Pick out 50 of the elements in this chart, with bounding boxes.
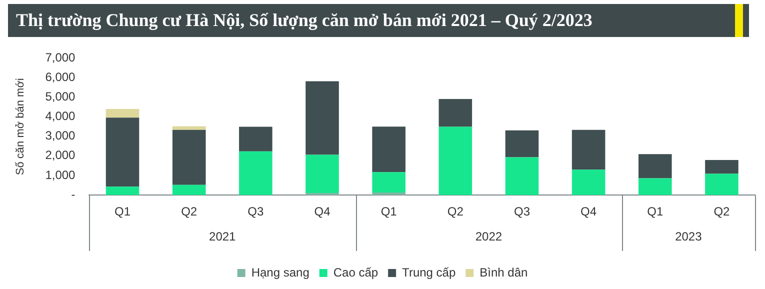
y-tick-label: - bbox=[71, 187, 76, 202]
x-tick-label: Q1 bbox=[114, 204, 131, 219]
text: 2021 bbox=[209, 229, 236, 244]
bar bbox=[306, 81, 339, 155]
bar bbox=[638, 178, 672, 195]
bar bbox=[372, 192, 406, 195]
bar bbox=[172, 130, 206, 185]
legend-label: Cao cấp bbox=[333, 265, 378, 280]
x-tick-label: Q2 bbox=[181, 204, 198, 219]
y-tick-label: 1,000 bbox=[45, 168, 76, 182]
bar bbox=[572, 170, 606, 195]
bar bbox=[106, 186, 140, 195]
legend-label: Hạng sang bbox=[251, 265, 310, 280]
bar bbox=[638, 154, 672, 178]
bar bbox=[239, 126, 272, 152]
bar bbox=[505, 157, 539, 195]
y-tick-label: 4,000 bbox=[45, 109, 76, 124]
bar bbox=[172, 126, 206, 130]
bar bbox=[572, 130, 606, 170]
y-axis-title: Số căn mở bán mới bbox=[14, 78, 27, 176]
x-tick-label: Q4 bbox=[580, 204, 597, 219]
x-tick-label: Q4 bbox=[314, 204, 331, 219]
chart-title: Thị trường Chung cư Hà Nội, Số lượng căn mở bán mới 2021 – Quý 2/2023 bbox=[15, 10, 592, 31]
bar bbox=[372, 126, 406, 172]
bar bbox=[106, 118, 140, 187]
bar bbox=[705, 160, 738, 174]
x-tick-label: Q1 bbox=[647, 204, 664, 219]
x-tick-label: Q3 bbox=[248, 204, 264, 219]
y-tick-label: 2,000 bbox=[45, 148, 76, 162]
x-tick-label: Q2 bbox=[447, 204, 464, 219]
bar bbox=[239, 151, 272, 195]
text: 2023 bbox=[675, 229, 702, 244]
bar bbox=[106, 109, 140, 118]
legend-label: Trung cấp bbox=[402, 265, 456, 280]
legend-label: Bình dân bbox=[480, 265, 528, 280]
x-tick-label: Q1 bbox=[380, 204, 398, 219]
text: 2022 bbox=[475, 229, 502, 244]
bar bbox=[172, 184, 206, 195]
x-tick-label: Q3 bbox=[514, 204, 530, 219]
y-tick-label: 3,000 bbox=[45, 128, 76, 143]
bar bbox=[505, 130, 539, 158]
bar bbox=[438, 99, 472, 127]
x-tick-label: Q2 bbox=[714, 204, 730, 219]
y-tick-label: 5,000 bbox=[45, 90, 76, 104]
y-tick-label: 6,000 bbox=[45, 70, 76, 84]
bar bbox=[306, 154, 339, 194]
bar bbox=[705, 174, 738, 195]
bar bbox=[438, 126, 472, 195]
bar bbox=[372, 172, 406, 192]
y-tick-label: 7,000 bbox=[45, 50, 76, 65]
